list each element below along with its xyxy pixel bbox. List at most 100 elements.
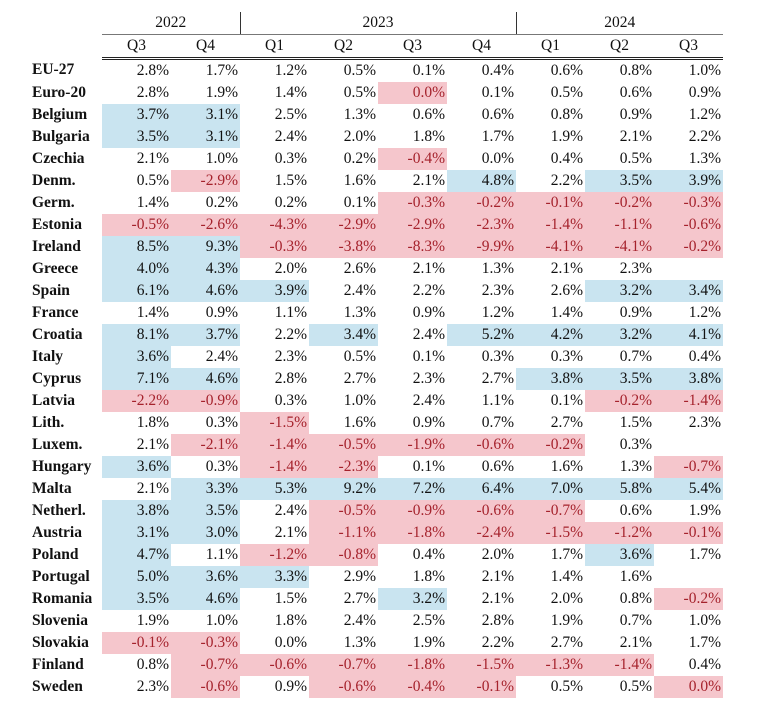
value-cell: 5.8% xyxy=(585,478,654,500)
value-cell: 0.0% xyxy=(481,150,514,167)
value-cell: -1.4% xyxy=(240,434,309,456)
growth-table: 2022 2023 2024 Q3 Q4 Q1 Q2 Q3 Q4 Q1 Q2 Q3 EU-27 2.8… xyxy=(30,12,723,698)
value-cell: 1.5% xyxy=(274,590,307,607)
value-cell: 0.6% xyxy=(619,84,652,101)
value-cell: -1.3% xyxy=(516,654,585,676)
value-cell: 8.5% xyxy=(102,236,171,258)
value-cell: 1.5% xyxy=(274,172,307,189)
value-cell: 5.0% xyxy=(102,566,171,588)
value-cell: 1.2% xyxy=(688,304,721,321)
value-cell: 0.5% xyxy=(343,84,376,101)
value-cell: -0.6% xyxy=(447,500,516,522)
table-row: Netherl. 3.8% 3.5% 2.4% -0.5% -0.9% -0.6% -0.7%… xyxy=(30,500,723,522)
value-cell: 0.8% xyxy=(619,590,652,607)
value-cell: 3.7% xyxy=(171,324,240,346)
value-cell: -0.2% xyxy=(585,390,654,412)
table-row: Italy 3.6% 2.4% 2.3% 0.5% 0.1% 0.3% 0.3% 0.7% 0.4… xyxy=(30,346,723,368)
value-cell: 2.2% xyxy=(412,282,445,299)
country-label: Italy xyxy=(32,348,63,365)
country-label: Slovenia xyxy=(32,612,88,629)
value-cell: 2.4% xyxy=(343,612,376,629)
value-cell: 1.0% xyxy=(688,62,721,79)
value-cell: 0.3% xyxy=(205,414,238,431)
quarter-header: Q2 xyxy=(309,34,378,60)
year-header: 2022 xyxy=(102,12,240,35)
value-cell: 1.8% xyxy=(412,568,445,585)
value-cell: 3.6% xyxy=(171,566,240,588)
table-row: EU-27 2.8% 1.7% 1.2% 0.5% 0.1% 0.4% 0.6% 0.8% 1.0… xyxy=(30,59,723,83)
value-cell: 1.1% xyxy=(274,304,307,321)
table-row: Ireland 8.5% 9.3% -0.3% -3.8% -8.3% -9.9% -4.1%… xyxy=(30,236,723,258)
value-cell: 1.4% xyxy=(274,84,307,101)
country-label: Germ. xyxy=(32,194,75,211)
value-cell: -2.9% xyxy=(309,214,378,236)
value-cell: 0.5% xyxy=(619,150,652,167)
table-row: Cyprus 7.1% 4.6% 2.8% 2.7% 2.3% 2.7% 3.8% 3.5% 3.… xyxy=(30,368,723,390)
value-cell: -1.2% xyxy=(585,522,654,544)
value-cell xyxy=(654,434,723,456)
value-cell: 2.0% xyxy=(274,260,307,277)
value-cell: 0.5% xyxy=(550,678,583,695)
value-cell: 7.1% xyxy=(102,368,171,390)
value-cell: -0.2% xyxy=(447,192,516,214)
value-cell: 2.7% xyxy=(481,370,514,387)
value-cell: 0.6% xyxy=(412,106,445,123)
value-cell: 4.3% xyxy=(171,258,240,280)
value-cell: 1.6% xyxy=(619,568,652,585)
value-cell: -0.7% xyxy=(309,654,378,676)
growth-table-container: 2022 2023 2024 Q3 Q4 Q1 Q2 Q3 Q4 Q1 Q2 Q3 EU-27 2.8… xyxy=(30,12,723,698)
value-cell: 2.3% xyxy=(619,260,652,277)
value-cell: 4.7% xyxy=(102,544,171,566)
value-cell: -8.3% xyxy=(378,236,447,258)
value-cell: -1.1% xyxy=(585,214,654,236)
value-cell: 0.8% xyxy=(550,106,583,123)
value-cell: 1.6% xyxy=(550,458,583,475)
value-cell: 3.4% xyxy=(654,280,723,302)
value-cell: 0.7% xyxy=(619,612,652,629)
value-cell: 1.0% xyxy=(688,612,721,629)
value-cell: 0.0% xyxy=(274,634,307,651)
value-cell: 4.2% xyxy=(516,324,585,346)
value-cell: 1.3% xyxy=(688,150,721,167)
value-cell: 5.3% xyxy=(240,478,309,500)
value-cell: 2.4% xyxy=(343,282,376,299)
table-row: Latvia -2.2% -0.9% 0.3% 1.0% 2.4% 1.1% 0.1% -0.2… xyxy=(30,390,723,412)
value-cell: 3.2% xyxy=(585,324,654,346)
country-label: Poland xyxy=(32,546,79,563)
value-cell: -0.6% xyxy=(171,676,240,698)
value-cell: 2.1% xyxy=(136,436,169,453)
value-cell: 2.2% xyxy=(274,326,307,343)
value-cell: 0.4% xyxy=(550,150,583,167)
value-cell: -2.2% xyxy=(102,390,171,412)
value-cell: 2.1% xyxy=(412,172,445,189)
value-cell: 0.3% xyxy=(205,458,238,475)
year-header-row: 2022 2023 2024 xyxy=(30,12,723,35)
value-cell: 3.2% xyxy=(585,280,654,302)
value-cell: 1.2% xyxy=(481,304,514,321)
value-cell: 0.8% xyxy=(136,656,169,673)
value-cell: 2.8% xyxy=(481,612,514,629)
value-cell: 0.3% xyxy=(550,348,583,365)
value-cell: -0.4% xyxy=(378,676,447,698)
value-cell: 2.6% xyxy=(343,260,376,277)
value-cell: 2.6% xyxy=(550,282,583,299)
value-cell: -2.1% xyxy=(171,434,240,456)
value-cell: 2.3% xyxy=(481,282,514,299)
value-cell: 2.5% xyxy=(412,612,445,629)
value-cell: 1.4% xyxy=(550,304,583,321)
value-cell: -0.2% xyxy=(585,192,654,214)
value-cell: -1.4% xyxy=(654,390,723,412)
value-cell: 1.7% xyxy=(205,62,238,79)
country-label: Malta xyxy=(32,480,72,497)
value-cell: 1.7% xyxy=(481,128,514,145)
value-cell: -1.5% xyxy=(240,412,309,434)
value-cell: 6.1% xyxy=(102,280,171,302)
country-label: Belgium xyxy=(32,106,88,123)
value-cell: 3.8% xyxy=(102,500,171,522)
table-row: Luxem. 2.1% -2.1% -1.4% -0.5% -1.9% -0.6% -0.2%… xyxy=(30,434,723,456)
country-label: Slovakia xyxy=(32,634,89,651)
value-cell: 1.4% xyxy=(550,568,583,585)
value-cell: -0.9% xyxy=(171,390,240,412)
value-cell: 2.3% xyxy=(412,370,445,387)
country-label: Greece xyxy=(32,260,79,277)
